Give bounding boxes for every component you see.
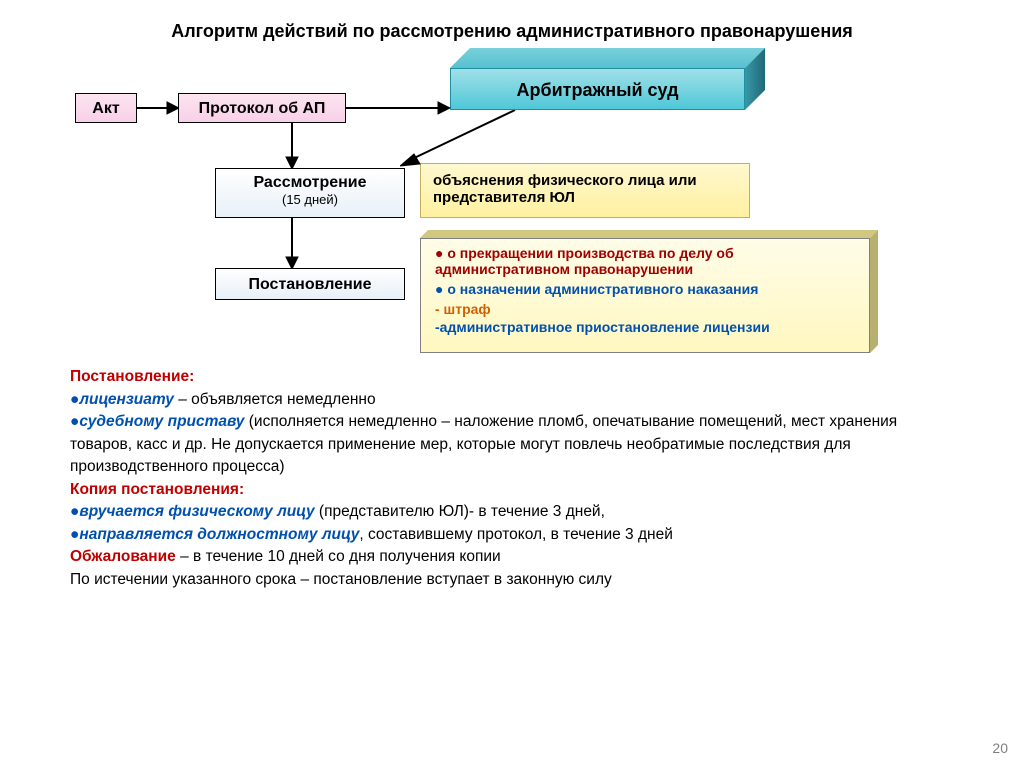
page-number: 20 [992, 740, 1008, 756]
hdr-resolution: Постановление: [70, 368, 194, 385]
term-delivered: ●вручается физическому лицу [70, 503, 315, 520]
term-licensee: ●лицензиату [70, 391, 174, 408]
box-protokol: Протокол об АП [178, 93, 346, 123]
arrow-rassm-post [284, 218, 300, 269]
box-outcomes: ● о прекращении производства по делу об … [420, 238, 870, 353]
box-arbitrage: Арбитражный суд [450, 68, 745, 110]
flowchart: Акт Протокол об АП Арбитражный суд Рассм… [0, 58, 1024, 358]
arrow-arb-rassm [400, 110, 520, 170]
outcome-punishment: ● о назначении административного наказан… [435, 281, 855, 297]
arrow-protokol-rassm [284, 123, 300, 169]
outcome-termination: ● о прекращении производства по делу об … [435, 245, 855, 277]
box-review: Рассмотрение (15 дней) [215, 168, 405, 218]
results-3d-top [420, 230, 878, 238]
box-resolution: Постановление [215, 268, 405, 300]
arrow-akt-protokol [137, 100, 179, 116]
txt-l4b: , составившему протокол, в течение 3 дне… [359, 526, 672, 543]
box-akt: Акт [75, 93, 137, 123]
term-sent: ●направляется должностному лицу [70, 526, 359, 543]
txt-l6: По истечении указанного срока – постанов… [70, 569, 954, 591]
hdr-appeal: Обжалование [70, 548, 176, 565]
hdr-copy: Копия постановления: [70, 481, 244, 498]
box-explanation: объяснения физического лица или представ… [420, 163, 750, 218]
arb-3d-top [450, 48, 765, 68]
text-content: Постановление: ●лицензиату – объявляется… [0, 358, 1024, 591]
review-label: Рассмотрение [216, 174, 404, 192]
txt-l3b: (представителю ЮЛ)- в течение 3 дней, [315, 503, 605, 520]
term-bailiff: ●судебному приставу [70, 413, 244, 430]
outcome-fine: - штраф [435, 301, 855, 317]
txt-l5b: – в течение 10 дней со дня получения коп… [176, 548, 501, 565]
review-days: (15 дней) [216, 192, 404, 207]
results-3d-side [870, 230, 878, 353]
txt-l1b: – объявляется немедленно [174, 391, 376, 408]
outcome-suspension: -административное приостановление лиценз… [435, 319, 855, 335]
